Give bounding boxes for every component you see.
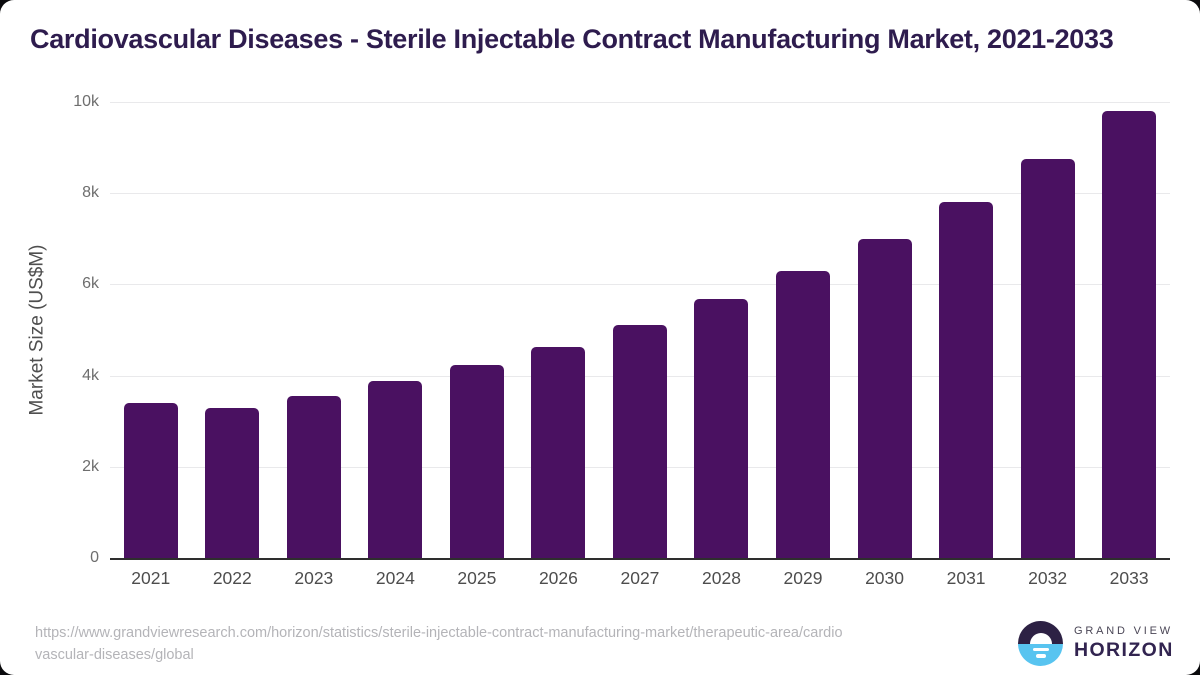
bar-slot-2030	[844, 102, 926, 558]
logo-brand-line2: HORIZON	[1074, 639, 1174, 661]
page-title: Cardiovascular Diseases - Sterile Inject…	[30, 24, 1114, 54]
bar-2031	[939, 202, 994, 558]
x-tick-label-2026: 2026	[538, 568, 578, 588]
y-axis-ticks: 0 2k 4k 6k 8k 10k	[0, 93, 100, 566]
source-url-line1: https://www.grandviewresearch.com/horizo…	[35, 625, 843, 641]
bar-2030	[857, 239, 912, 558]
source-url-line2: vascular-diseases/global	[35, 647, 194, 663]
bar-slot-2025	[436, 102, 518, 558]
bar-slot-2021	[110, 102, 192, 558]
x-tick-label-2031: 2031	[946, 568, 986, 588]
y-tick-label-0: 0	[90, 549, 99, 566]
y-tick-label-4k: 4k	[82, 366, 99, 384]
x-tick-label-2025: 2025	[457, 568, 497, 588]
bar-slot-2032	[1007, 102, 1089, 558]
bar-2026	[531, 346, 586, 558]
source-url: https://www.grandviewresearch.com/horizo…	[35, 622, 843, 666]
bar-slot-2022	[192, 102, 274, 558]
bar-2033	[1102, 111, 1157, 558]
bar-2025	[449, 364, 504, 558]
logo-reflection-line-2	[1035, 654, 1046, 658]
bar-slot-2023	[273, 102, 355, 558]
y-tick-label-8k: 8k	[82, 184, 99, 202]
bar-2028	[694, 299, 749, 558]
y-tick-label-2k: 2k	[82, 457, 99, 475]
gridline-10k	[110, 102, 1170, 103]
y-tick-label-10k: 10k	[73, 93, 99, 110]
x-tick-label-2032: 2032	[1028, 568, 1068, 588]
x-tick-label-2029: 2029	[783, 568, 823, 588]
x-tick-label-2028: 2028	[702, 568, 741, 588]
horizon-sunrise-icon	[1018, 621, 1063, 666]
x-axis-labels: 2021 2022 2023 2024 2025 2026 2027 2028 2029 2030…	[110, 568, 1170, 589]
bar-2032	[1020, 159, 1075, 558]
bar-slot-2033	[1088, 102, 1170, 558]
bar-slot-2028	[681, 102, 763, 558]
y-tick-label-6k: 6k	[82, 275, 99, 293]
x-tick-label-2027: 2027	[620, 568, 660, 588]
bar-2021	[123, 402, 178, 558]
bar-2027	[612, 324, 667, 558]
bar-slot-2024	[355, 102, 437, 558]
gridline-6k	[110, 284, 1170, 286]
bar-series	[110, 102, 1170, 558]
logo-brand-line1: GRAND VIEW	[1074, 625, 1173, 637]
logo-text: GRAND VIEW HORIZON	[1074, 625, 1174, 662]
gridline-8k	[110, 193, 1170, 195]
bar-2029	[776, 271, 831, 558]
x-tick-label-2023: 2023	[294, 568, 334, 588]
bar-slot-2026	[518, 102, 600, 558]
x-tick-label-2030: 2030	[865, 568, 905, 588]
bar-2023	[286, 395, 341, 558]
bar-slot-2029	[762, 102, 844, 558]
logo-sun	[1029, 632, 1052, 644]
x-tick-label-2033: 2033	[1109, 568, 1149, 588]
x-tick-label-2021: 2021	[131, 568, 171, 588]
x-tick-label-2024: 2024	[375, 568, 415, 588]
plot-area	[110, 102, 1170, 560]
bar-slot-2031	[925, 102, 1007, 558]
bar-slot-2027	[599, 102, 681, 558]
x-tick-label-2022: 2022	[212, 568, 252, 588]
logo-reflection-line-1	[1032, 647, 1049, 651]
grand-view-horizon-logo: GRAND VIEW HORIZON	[1018, 621, 1174, 666]
bar-2024	[368, 381, 423, 558]
logo-sky-half	[1018, 621, 1063, 644]
bar-2022	[205, 408, 260, 558]
